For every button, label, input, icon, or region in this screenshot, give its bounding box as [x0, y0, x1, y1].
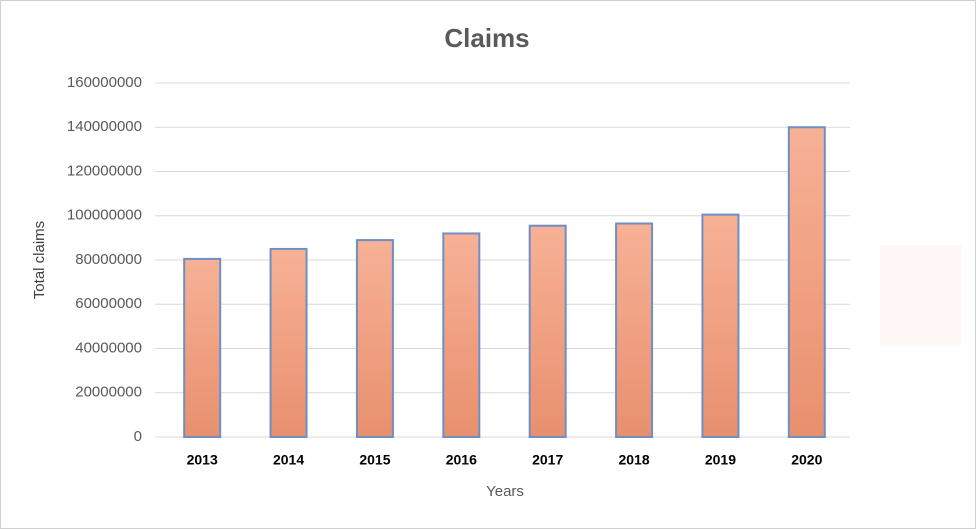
y-tick-label: 140000000: [67, 118, 142, 135]
chart-title: Claims: [444, 23, 529, 53]
bar: [269, 247, 308, 438]
bar: [615, 222, 654, 438]
y-tick-label: 0: [134, 428, 142, 445]
bar: [355, 239, 394, 438]
x-tick-label: 2019: [705, 452, 736, 468]
bar: [787, 126, 826, 438]
x-axis-label: Years: [486, 483, 524, 500]
y-tick-label: 40000000: [75, 339, 142, 356]
y-axis-label: Total claims: [31, 221, 48, 299]
y-tick-label: 60000000: [75, 295, 142, 312]
bar: [183, 257, 222, 438]
y-tick-label: 100000000: [67, 207, 142, 224]
y-tick-label: 160000000: [67, 74, 142, 91]
y-tick-label: 20000000: [75, 384, 142, 401]
x-tick-label: 2013: [187, 452, 218, 468]
x-tick-label: 2015: [359, 452, 390, 468]
x-tick-label: 2017: [532, 452, 563, 468]
x-tick-label: 2020: [791, 452, 822, 468]
bar: [528, 224, 567, 438]
y-tick-label: 120000000: [67, 162, 142, 179]
bar: [701, 213, 740, 438]
decoration: [880, 245, 962, 345]
x-tick-label: 2014: [273, 452, 304, 468]
bar: [442, 232, 481, 438]
x-tick-label: 2016: [446, 452, 477, 468]
x-tick-label: 2018: [618, 452, 649, 468]
y-tick-label: 80000000: [75, 251, 142, 268]
